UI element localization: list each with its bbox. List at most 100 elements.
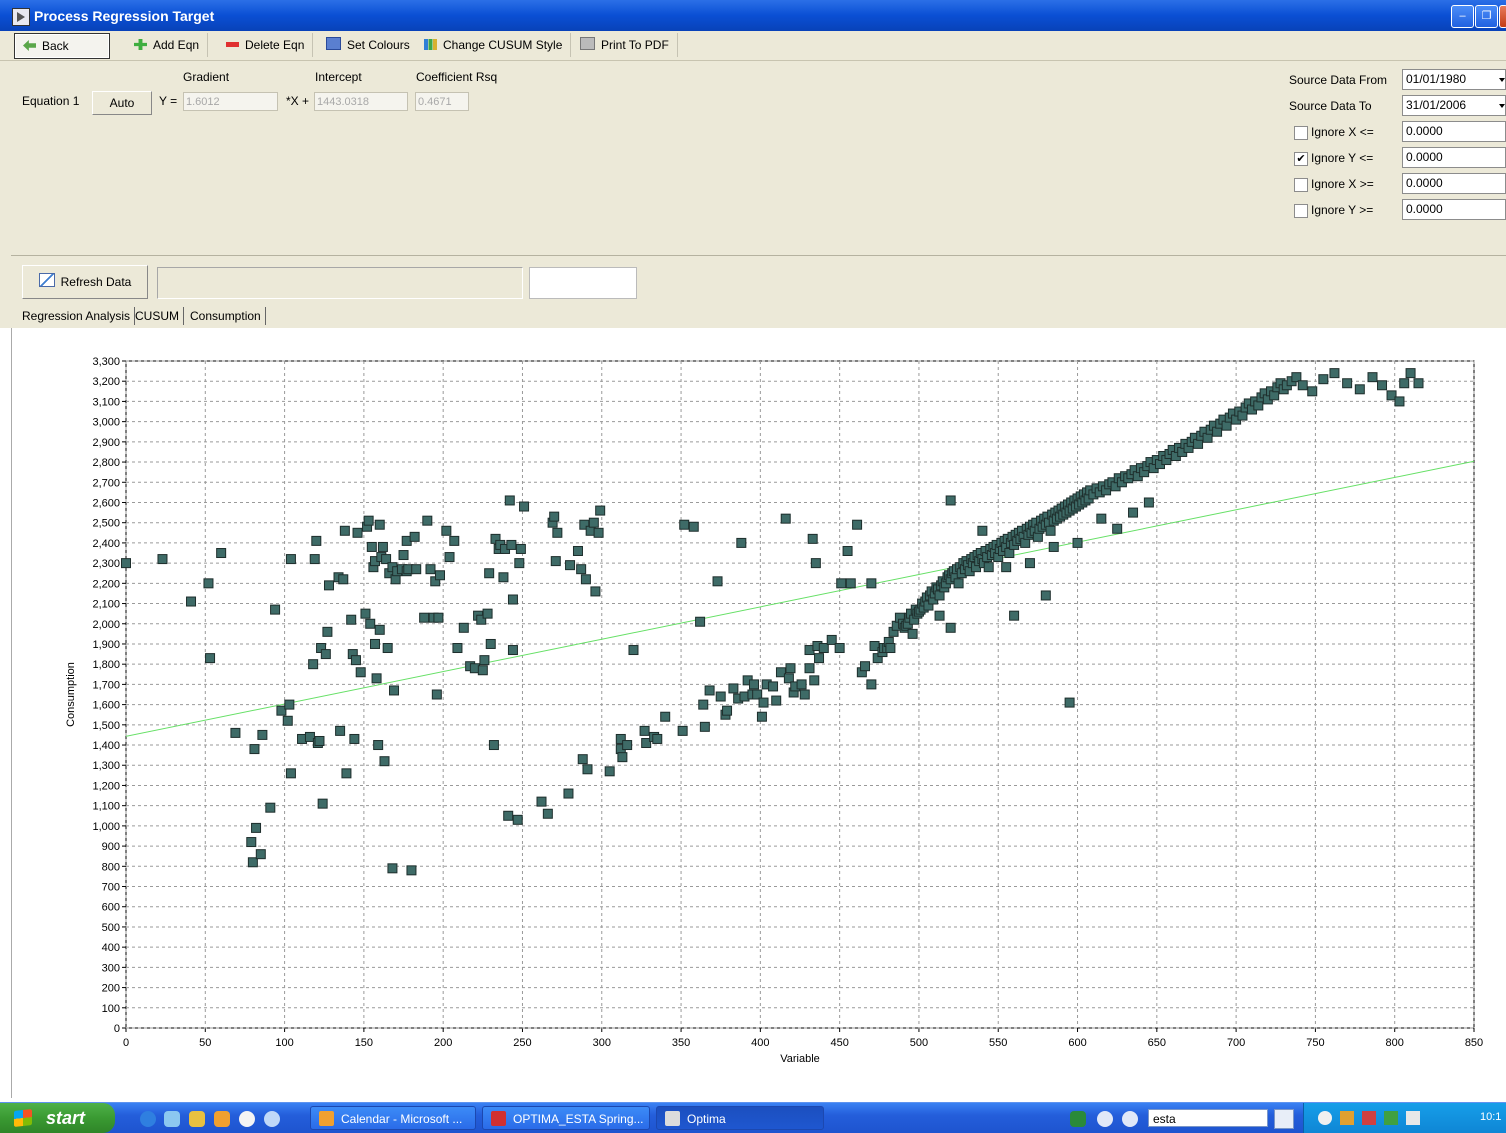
close-button[interactable] (1499, 5, 1506, 28)
tray-network-icon[interactable] (1384, 1111, 1398, 1125)
data-point (1291, 372, 1302, 383)
tab-consumption[interactable]: Consumption (186, 307, 266, 325)
ignore-y-le-checkbox[interactable]: ✔ (1294, 152, 1308, 166)
data-point (945, 495, 956, 506)
intercept-header: Intercept (315, 70, 362, 84)
data-point (785, 663, 796, 674)
task-optima-esta[interactable]: OPTIMA_ESTA Spring... (482, 1106, 650, 1130)
refresh-data-button[interactable]: Refresh Data (22, 265, 148, 299)
y-tick-label: 2,600 (92, 497, 120, 509)
delete-eqn-button[interactable]: Delete Eqn (218, 33, 314, 57)
y-tick-label: 2,700 (92, 477, 120, 489)
tray-app-icon[interactable] (1318, 1111, 1332, 1125)
task-optima[interactable]: Optima (656, 1106, 824, 1130)
x-tick-label: 850 (1465, 1037, 1483, 1049)
set-colours-button[interactable]: Set Colours (318, 33, 419, 57)
excel-icon[interactable] (1070, 1111, 1086, 1127)
y-tick-label: 2,400 (92, 538, 120, 550)
ignore-y-ge-input[interactable]: 0.0000 (1402, 199, 1506, 220)
y-equals-label: Y = (159, 94, 178, 108)
data-point (323, 580, 334, 591)
data-point (576, 564, 587, 575)
search-dropdown-icon[interactable] (1274, 1109, 1294, 1129)
data-point (373, 740, 384, 751)
data-point (366, 541, 377, 552)
x-tick-label: 350 (672, 1037, 690, 1049)
data-point (814, 653, 825, 664)
outlook-icon[interactable] (164, 1111, 180, 1127)
source-to-dropdown[interactable]: 31/01/2006 (1402, 95, 1506, 116)
data-point (804, 663, 815, 674)
data-point (809, 675, 820, 686)
source-from-dropdown[interactable]: 01/01/1980 (1402, 69, 1506, 90)
regression-scatter-chart: 0 50 100 150 200 250 300 350 400 450 500 550 600 650 7… (65, 356, 1483, 1065)
data-point (477, 665, 488, 676)
data-point (1386, 390, 1397, 401)
auto-button[interactable]: Auto (92, 91, 152, 115)
panel-divider (11, 255, 1506, 256)
tray-security-icon[interactable] (1362, 1111, 1376, 1125)
progress-box (529, 267, 637, 299)
ignore-y-le-input[interactable]: 0.0000 (1402, 147, 1506, 168)
data-point (317, 798, 328, 809)
data-point (695, 616, 706, 627)
rsq-field[interactable]: 0.4671 (415, 92, 469, 111)
ignore-x-le-input[interactable]: 0.0000 (1402, 121, 1506, 142)
y-tick-label: 1,600 (92, 700, 120, 712)
data-point (514, 558, 525, 569)
calendar-quicklaunch-icon[interactable] (214, 1111, 230, 1127)
y-tick-label: 3,200 (92, 376, 120, 388)
task-calendar[interactable]: Calendar - Microsoft ... (310, 1106, 476, 1130)
ignore-x-ge-checkbox[interactable] (1294, 178, 1308, 192)
add-eqn-button[interactable]: Add Eqn (126, 33, 209, 57)
data-point (205, 653, 216, 664)
data-point (338, 574, 349, 585)
data-point (488, 740, 499, 751)
back-button[interactable]: Back (14, 33, 110, 59)
print-pdf-button[interactable]: Print To PDF (572, 33, 678, 57)
gradient-field[interactable]: 1.6012 (183, 92, 278, 111)
taskbar: start Calendar - Microsoft ... OPTIMA_ES… (0, 1102, 1506, 1133)
y-tick-label: 700 (102, 882, 120, 894)
data-point (907, 628, 918, 639)
ignore-x-le-checkbox[interactable] (1294, 126, 1308, 140)
data-point (728, 683, 739, 694)
messenger-icon[interactable] (264, 1111, 280, 1127)
restore-button[interactable]: ❐ (1475, 5, 1498, 28)
data-point (595, 505, 606, 516)
y-tick-label: 1,700 (92, 679, 120, 691)
data-point (433, 612, 444, 623)
data-point (1367, 372, 1378, 383)
tab-regression-analysis[interactable]: Regression Analysis (18, 307, 136, 325)
ignore-y-ge-checkbox[interactable] (1294, 204, 1308, 218)
change-cusum-style-button[interactable]: Change CUSUM Style (416, 33, 572, 57)
folder-icon[interactable] (189, 1111, 205, 1127)
data-point (945, 622, 956, 633)
minimize-button[interactable]: – (1451, 5, 1474, 28)
data-point (1413, 378, 1424, 389)
forward-nav-icon[interactable] (1122, 1111, 1138, 1127)
data-point (977, 525, 988, 536)
data-point (588, 517, 599, 528)
data-point (515, 543, 526, 554)
intercept-field[interactable]: 1443.0318 (314, 92, 408, 111)
equation-label: Equation 1 (22, 94, 80, 108)
data-point (722, 705, 733, 716)
data-point (230, 727, 241, 738)
tab-cusum[interactable]: CUSUM (131, 307, 184, 325)
ignore-x-ge-input[interactable]: 0.0000 (1402, 173, 1506, 194)
data-point (265, 802, 276, 813)
media-icon[interactable] (239, 1111, 255, 1127)
back-nav-icon[interactable] (1097, 1111, 1113, 1127)
start-button[interactable]: start (0, 1103, 115, 1133)
tray-volume-icon[interactable] (1406, 1111, 1420, 1125)
data-point (775, 667, 786, 678)
data-point (425, 564, 436, 575)
ignore-x-le-label: Ignore X <= (1311, 125, 1374, 139)
tray-calendar-icon[interactable] (1340, 1111, 1354, 1125)
data-point (320, 649, 331, 660)
taskbar-search-input[interactable]: esta (1148, 1109, 1268, 1127)
data-point (431, 689, 442, 700)
y-tick-label: 300 (102, 962, 120, 974)
ie-icon[interactable] (140, 1111, 156, 1127)
